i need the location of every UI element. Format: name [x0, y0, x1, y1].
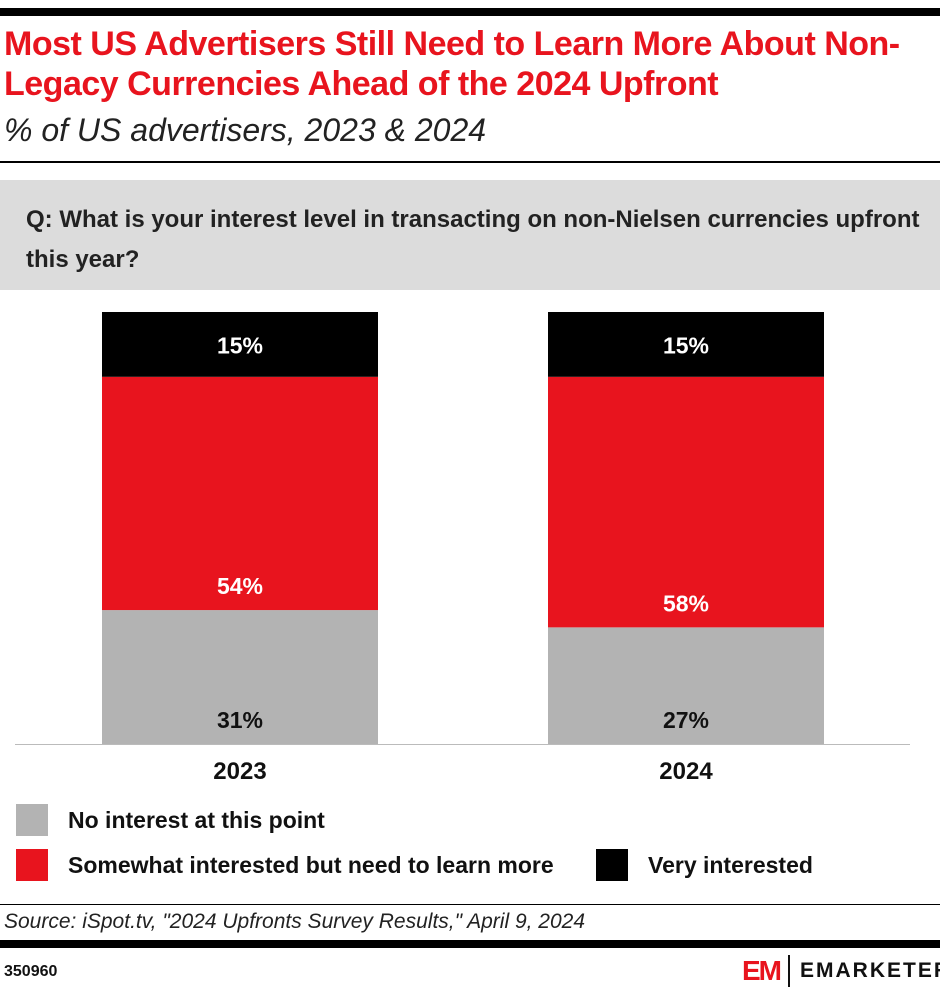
- stacked-bar-chart: 31% 54% 15% 2023 27% 58% 15% 2024: [15, 312, 910, 785]
- legend-swatch: [16, 849, 48, 881]
- chart-title: Most US Advertisers Still Need to Learn …: [4, 25, 900, 103]
- x-tick-label: 2024: [659, 758, 713, 785]
- chart-id: 350960: [4, 963, 58, 980]
- question-text: Q: What is your interest level in transa…: [26, 206, 920, 273]
- legend-swatch: [596, 849, 628, 881]
- divider: [0, 161, 940, 163]
- bar-segment: [102, 376, 378, 611]
- bar-segment: [548, 376, 824, 628]
- chart-subtitle: % of US advertisers, 2023 & 2024: [4, 112, 487, 148]
- source-note: Source: iSpot.tv, "2024 Upfronts Survey …: [4, 910, 586, 933]
- logo-separator: [788, 955, 790, 987]
- legend-item-somewhat: Somewhat interested but need to learn mo…: [16, 849, 554, 881]
- bar-segment: [548, 312, 824, 377]
- top-rule: [0, 8, 940, 16]
- data-label: 58%: [663, 590, 709, 616]
- legend-item-no-interest: No interest at this point: [16, 804, 325, 836]
- emarketer-logo: EM EMARKETER: [742, 955, 940, 987]
- data-label: 15%: [217, 332, 263, 358]
- bar-segment: [102, 610, 378, 744]
- legend-label: Very interested: [648, 851, 813, 878]
- question-box: Q: What is your interest level in transa…: [0, 180, 940, 290]
- data-label: 15%: [663, 332, 709, 358]
- data-label: 54%: [217, 573, 263, 599]
- bottom-rule: [0, 940, 940, 948]
- legend-label: No interest at this point: [68, 806, 325, 833]
- legend-item-very: Very interested: [596, 849, 813, 881]
- legend-label: Somewhat interested but need to learn mo…: [68, 851, 554, 878]
- logo-text: EMARKETER: [800, 959, 940, 982]
- legend-swatch: [16, 804, 48, 836]
- x-tick-label: 2023: [213, 758, 266, 785]
- bar-segment: [548, 627, 824, 744]
- divider: [0, 904, 940, 905]
- logo-mark: EM: [742, 955, 782, 986]
- bar-segment: [102, 312, 378, 377]
- data-label: 27%: [663, 707, 709, 733]
- data-label: 31%: [217, 707, 263, 733]
